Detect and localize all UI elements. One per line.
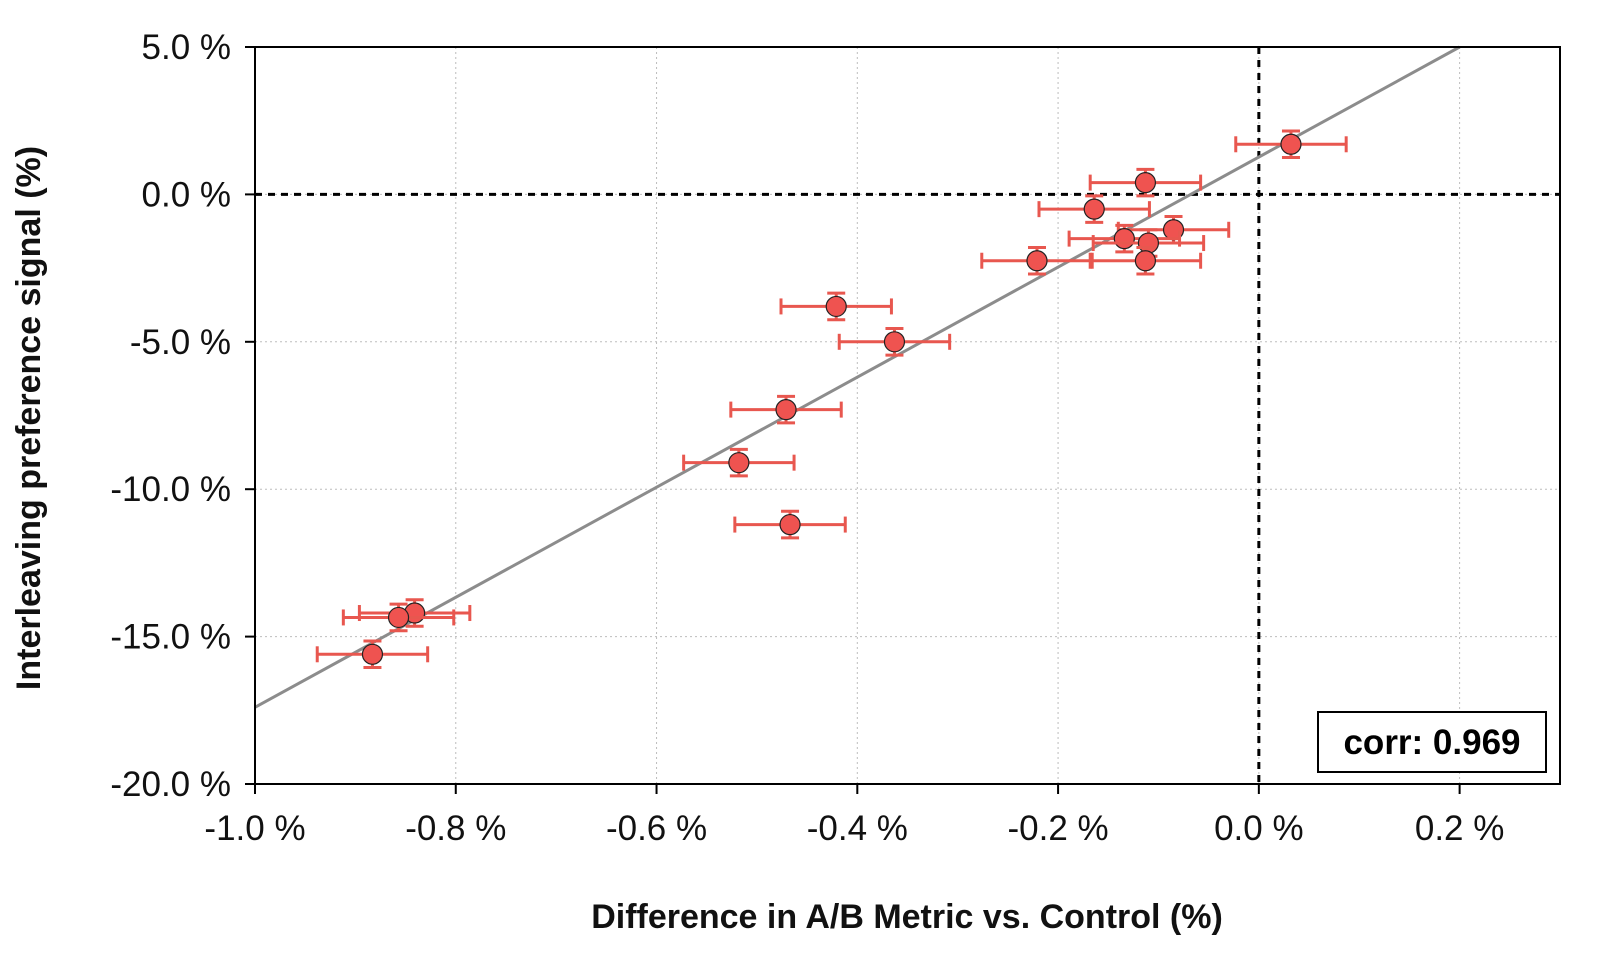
- point-marker: [361, 643, 384, 665]
- x-tick-label: -0.6 %: [606, 809, 707, 848]
- data-point: [341, 602, 456, 633]
- x-axis-ticks: -1.0 % -0.8 % -0.6 % -0.4 % -0.2 % 0.0 % 0.2 %: [204, 784, 1504, 848]
- data-point: [837, 327, 952, 357]
- data-point: [779, 291, 893, 322]
- y-tick-label: -20.0 %: [110, 765, 231, 804]
- point-marker: [775, 399, 797, 421]
- data-point: [729, 394, 843, 425]
- x-tick-label: -1.0 %: [204, 809, 305, 848]
- point-marker: [825, 295, 847, 318]
- data-point: [1234, 129, 1348, 160]
- plot-background: [255, 47, 1560, 784]
- x-tick-label: -0.8 %: [405, 809, 506, 848]
- reference-lines: [255, 47, 1560, 784]
- point-marker: [779, 513, 801, 536]
- point-marker: [728, 452, 750, 474]
- point-marker: [1083, 198, 1105, 220]
- y-tick-label: -5.0 %: [130, 323, 231, 362]
- point-marker: [1134, 250, 1157, 272]
- data-point: [1088, 167, 1203, 198]
- y-tick-label: -10.0 %: [110, 470, 231, 509]
- data-point: [315, 639, 430, 670]
- correlation-annotation: corr: 0.969: [1317, 711, 1547, 773]
- point-marker: [1113, 228, 1135, 250]
- y-tick-label: 0.0 %: [142, 175, 232, 214]
- data-point: [980, 245, 1094, 276]
- correlation-label: corr: 0.969: [1343, 723, 1520, 762]
- data-point: [682, 447, 796, 478]
- y-tick-label: 5.0 %: [142, 28, 232, 67]
- data-point: [1037, 194, 1151, 224]
- fit-line: [254, 45, 1461, 709]
- correlation-box: [1317, 711, 1547, 773]
- data-points: [315, 129, 1348, 670]
- x-tick-label: -0.2 %: [1007, 809, 1108, 848]
- x-tick-label: 0.0 %: [1214, 809, 1304, 848]
- y-tick-label: -15.0 %: [110, 618, 231, 657]
- point-marker: [1026, 250, 1048, 272]
- x-tick-label: 0.2 %: [1415, 809, 1505, 848]
- y-axis-title: Interleaving preference signal (%): [10, 146, 48, 690]
- plot-frame: [254, 46, 1561, 785]
- point-marker: [1280, 133, 1302, 155]
- y-axis-ticks: 5.0 % 0.0 % -5.0 % -10.0 % -15.0 % -20.0 %: [110, 28, 255, 804]
- point-marker: [1134, 172, 1157, 194]
- x-tick-label: -0.4 %: [807, 809, 908, 848]
- data-point: [733, 509, 847, 540]
- x-axis-title: Difference in A/B Metric vs. Control (%): [591, 898, 1223, 936]
- point-marker: [883, 331, 906, 353]
- point-marker: [1137, 232, 1160, 254]
- data-point: [1088, 245, 1203, 276]
- point-marker: [387, 606, 410, 629]
